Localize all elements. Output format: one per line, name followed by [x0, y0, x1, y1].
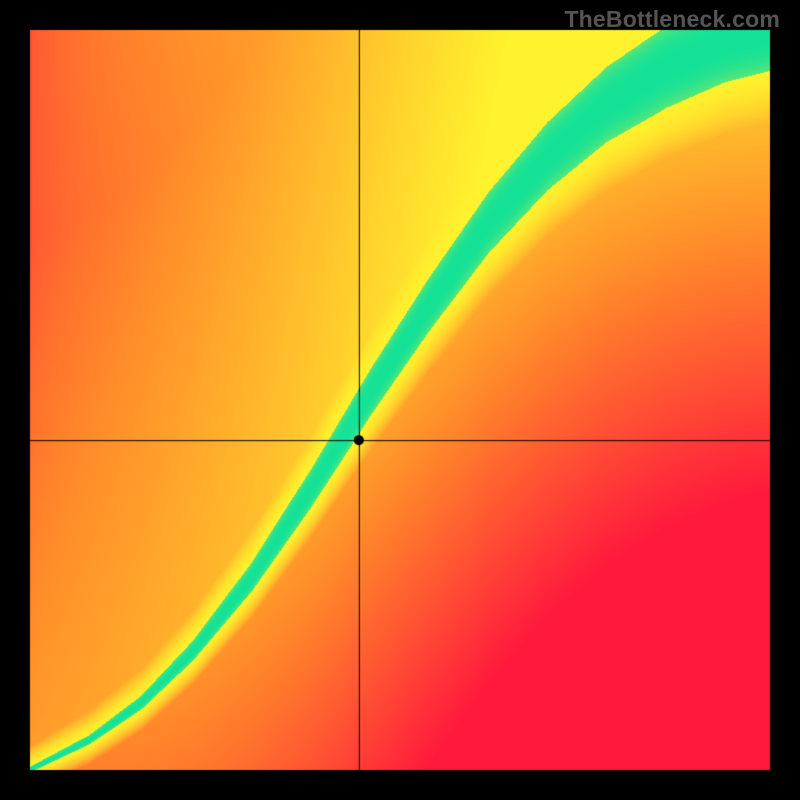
bottleneck-heatmap: [0, 0, 800, 800]
watermark-text: TheBottleneck.com: [564, 6, 780, 33]
chart-container: TheBottleneck.com: [0, 0, 800, 800]
